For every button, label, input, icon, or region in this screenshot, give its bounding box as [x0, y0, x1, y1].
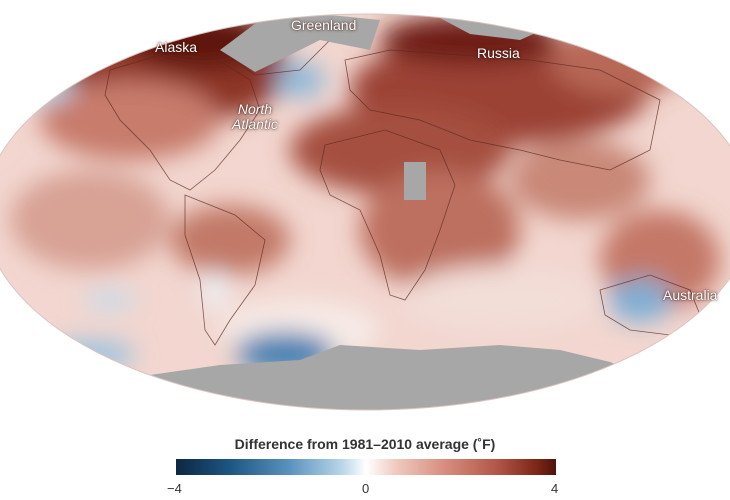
continent-outlines: [104, 29, 701, 346]
africa-outline: [319, 129, 456, 301]
legend-min-tick: −4: [167, 481, 182, 496]
legend-title: Difference from 1981–2010 average (˚F): [234, 436, 496, 452]
central-africa-no-data: [404, 162, 426, 200]
north-america-outline: [104, 54, 261, 191]
greenland-label: Greenland: [291, 17, 357, 33]
russia-label: Russia: [477, 45, 520, 61]
north-atlantic-label-line2: Atlantic: [232, 116, 278, 133]
greenland-no-data: [220, 15, 380, 72]
australia-label: Australia: [663, 287, 718, 303]
eurasia-outline: [344, 49, 661, 171]
map-svg: [0, 13, 730, 411]
temperature-anomaly-map: Alaska Greenland Russia North Atlantic A…: [0, 13, 730, 411]
north-atlantic-label: North Atlantic: [232, 101, 278, 133]
north-atlantic-label-line1: North: [237, 101, 273, 117]
globe-rim: [0, 13, 730, 411]
alaska-label: Alaska: [155, 39, 198, 55]
south-america-outline: [184, 194, 266, 346]
legend-color-bar: [176, 459, 556, 475]
legend-zero-tick: 0: [362, 481, 370, 496]
legend-max-tick: 4: [551, 481, 559, 496]
globe: [0, 14, 730, 410]
